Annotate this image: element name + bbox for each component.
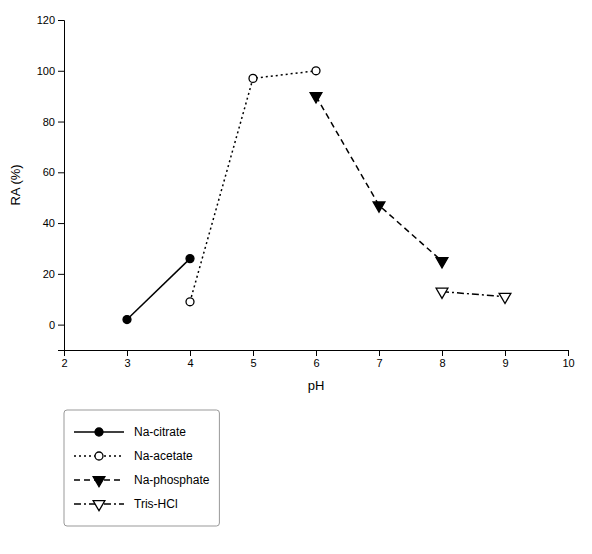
chart: 2345678910020406080100120pHRA (%)Na-citr…	[0, 0, 592, 554]
y-axis-tick-mark	[58, 20, 64, 21]
x-axis-tick: 2	[61, 350, 67, 369]
marks	[123, 67, 511, 324]
y-axis-tick: 100	[37, 65, 64, 77]
y-axis-tick-label: 60	[43, 166, 55, 178]
y-axis-title: RA (%)	[8, 164, 23, 205]
series-line	[316, 96, 442, 261]
y-axis-line	[58, 21, 65, 351]
legend-marker	[93, 477, 105, 487]
legend-marker	[95, 452, 103, 460]
y-axis-tick-mark	[58, 122, 64, 123]
x-axis-tick-label: 9	[502, 357, 508, 369]
y-axis-tick-mark	[58, 325, 64, 326]
legend-marker	[95, 428, 103, 436]
x-axis-tick-mark	[568, 350, 569, 356]
y-axis-tick-label: 80	[43, 116, 55, 128]
y-axis-tick-mark	[58, 223, 64, 224]
y-axis-tick-mark	[58, 172, 64, 173]
x-axis-tick: 7	[376, 350, 382, 369]
series-point	[499, 293, 511, 303]
x-axis-title: pH	[308, 378, 325, 393]
y-axis: 0 20 40 60 80 100 120	[37, 14, 65, 350]
series-point	[123, 316, 131, 324]
x-axis-tick-mark	[316, 350, 317, 356]
legend-label: Na-phosphate	[134, 473, 210, 487]
legend: Na-citrate Na-acetate Na-phosphate Tris-HCl	[64, 410, 219, 526]
x-axis-tick-mark	[127, 350, 128, 356]
x-axis-tick-mark	[505, 350, 506, 356]
x-axis-tick: 4	[187, 350, 193, 369]
y-axis-tick: 40	[43, 217, 64, 229]
series-point	[310, 93, 322, 103]
legend-box	[64, 410, 219, 526]
y-axis-tick-label: 0	[49, 319, 55, 331]
x-axis-tick-mark	[442, 350, 443, 356]
y-axis-tick: 0	[49, 319, 64, 331]
legend-marker	[93, 501, 105, 511]
marks-inner	[123, 67, 511, 324]
x-axis-tick: 9	[502, 350, 508, 369]
legend-label: Na-citrate	[134, 425, 186, 439]
series-line	[127, 259, 190, 320]
x-axis-tick-label: 8	[439, 357, 445, 369]
series-point	[249, 74, 257, 82]
plot: 2345678910020406080100120	[37, 14, 575, 369]
x-axis-tick: 5	[250, 350, 256, 369]
series-point	[186, 298, 194, 306]
x-axis-tick-label: 7	[376, 357, 382, 369]
legend-label: Tris-HCl	[134, 497, 178, 511]
series-line	[442, 292, 505, 297]
series-line	[190, 71, 316, 302]
legend-label: Na-acetate	[134, 449, 193, 463]
y-axis-tick: 20	[43, 268, 64, 280]
series-point	[436, 288, 448, 298]
y-axis-tick-label: 20	[43, 268, 55, 280]
x-axis-tick-label: 10	[562, 357, 574, 369]
y-axis-tick-label: 120	[37, 14, 55, 26]
x-axis: 2 3 4 5 6 7 8 9 10	[61, 350, 574, 369]
y-axis-tick-label: 40	[43, 217, 55, 229]
x-axis-tick-label: 2	[61, 357, 67, 369]
x-axis-tick: 10	[562, 350, 574, 369]
x-axis-tick: 3	[124, 350, 130, 369]
x-axis-tick: 8	[439, 350, 445, 369]
x-axis-tick-label: 5	[250, 357, 256, 369]
y-axis-tick-mark	[58, 274, 64, 275]
series-point	[312, 67, 320, 75]
x-axis-tick-mark	[379, 350, 380, 356]
y-axis-tick: 80	[43, 116, 64, 128]
series-point	[186, 255, 194, 263]
series-point	[436, 258, 448, 268]
series-point	[373, 202, 385, 212]
x-axis-line	[65, 351, 569, 357]
x-axis-tick: 6	[313, 350, 319, 369]
y-axis-tick-mark	[58, 71, 64, 72]
x-axis-tick-mark	[253, 350, 254, 356]
y-axis-tick-label: 100	[37, 65, 55, 77]
x-axis-tick-label: 6	[313, 357, 319, 369]
x-axis-tick-mark	[190, 350, 191, 356]
y-axis-tick: 60	[43, 166, 64, 178]
x-axis-tick-label: 4	[187, 357, 193, 369]
x-axis-tick-label: 3	[124, 357, 130, 369]
y-axis-tick: 120	[37, 14, 64, 26]
